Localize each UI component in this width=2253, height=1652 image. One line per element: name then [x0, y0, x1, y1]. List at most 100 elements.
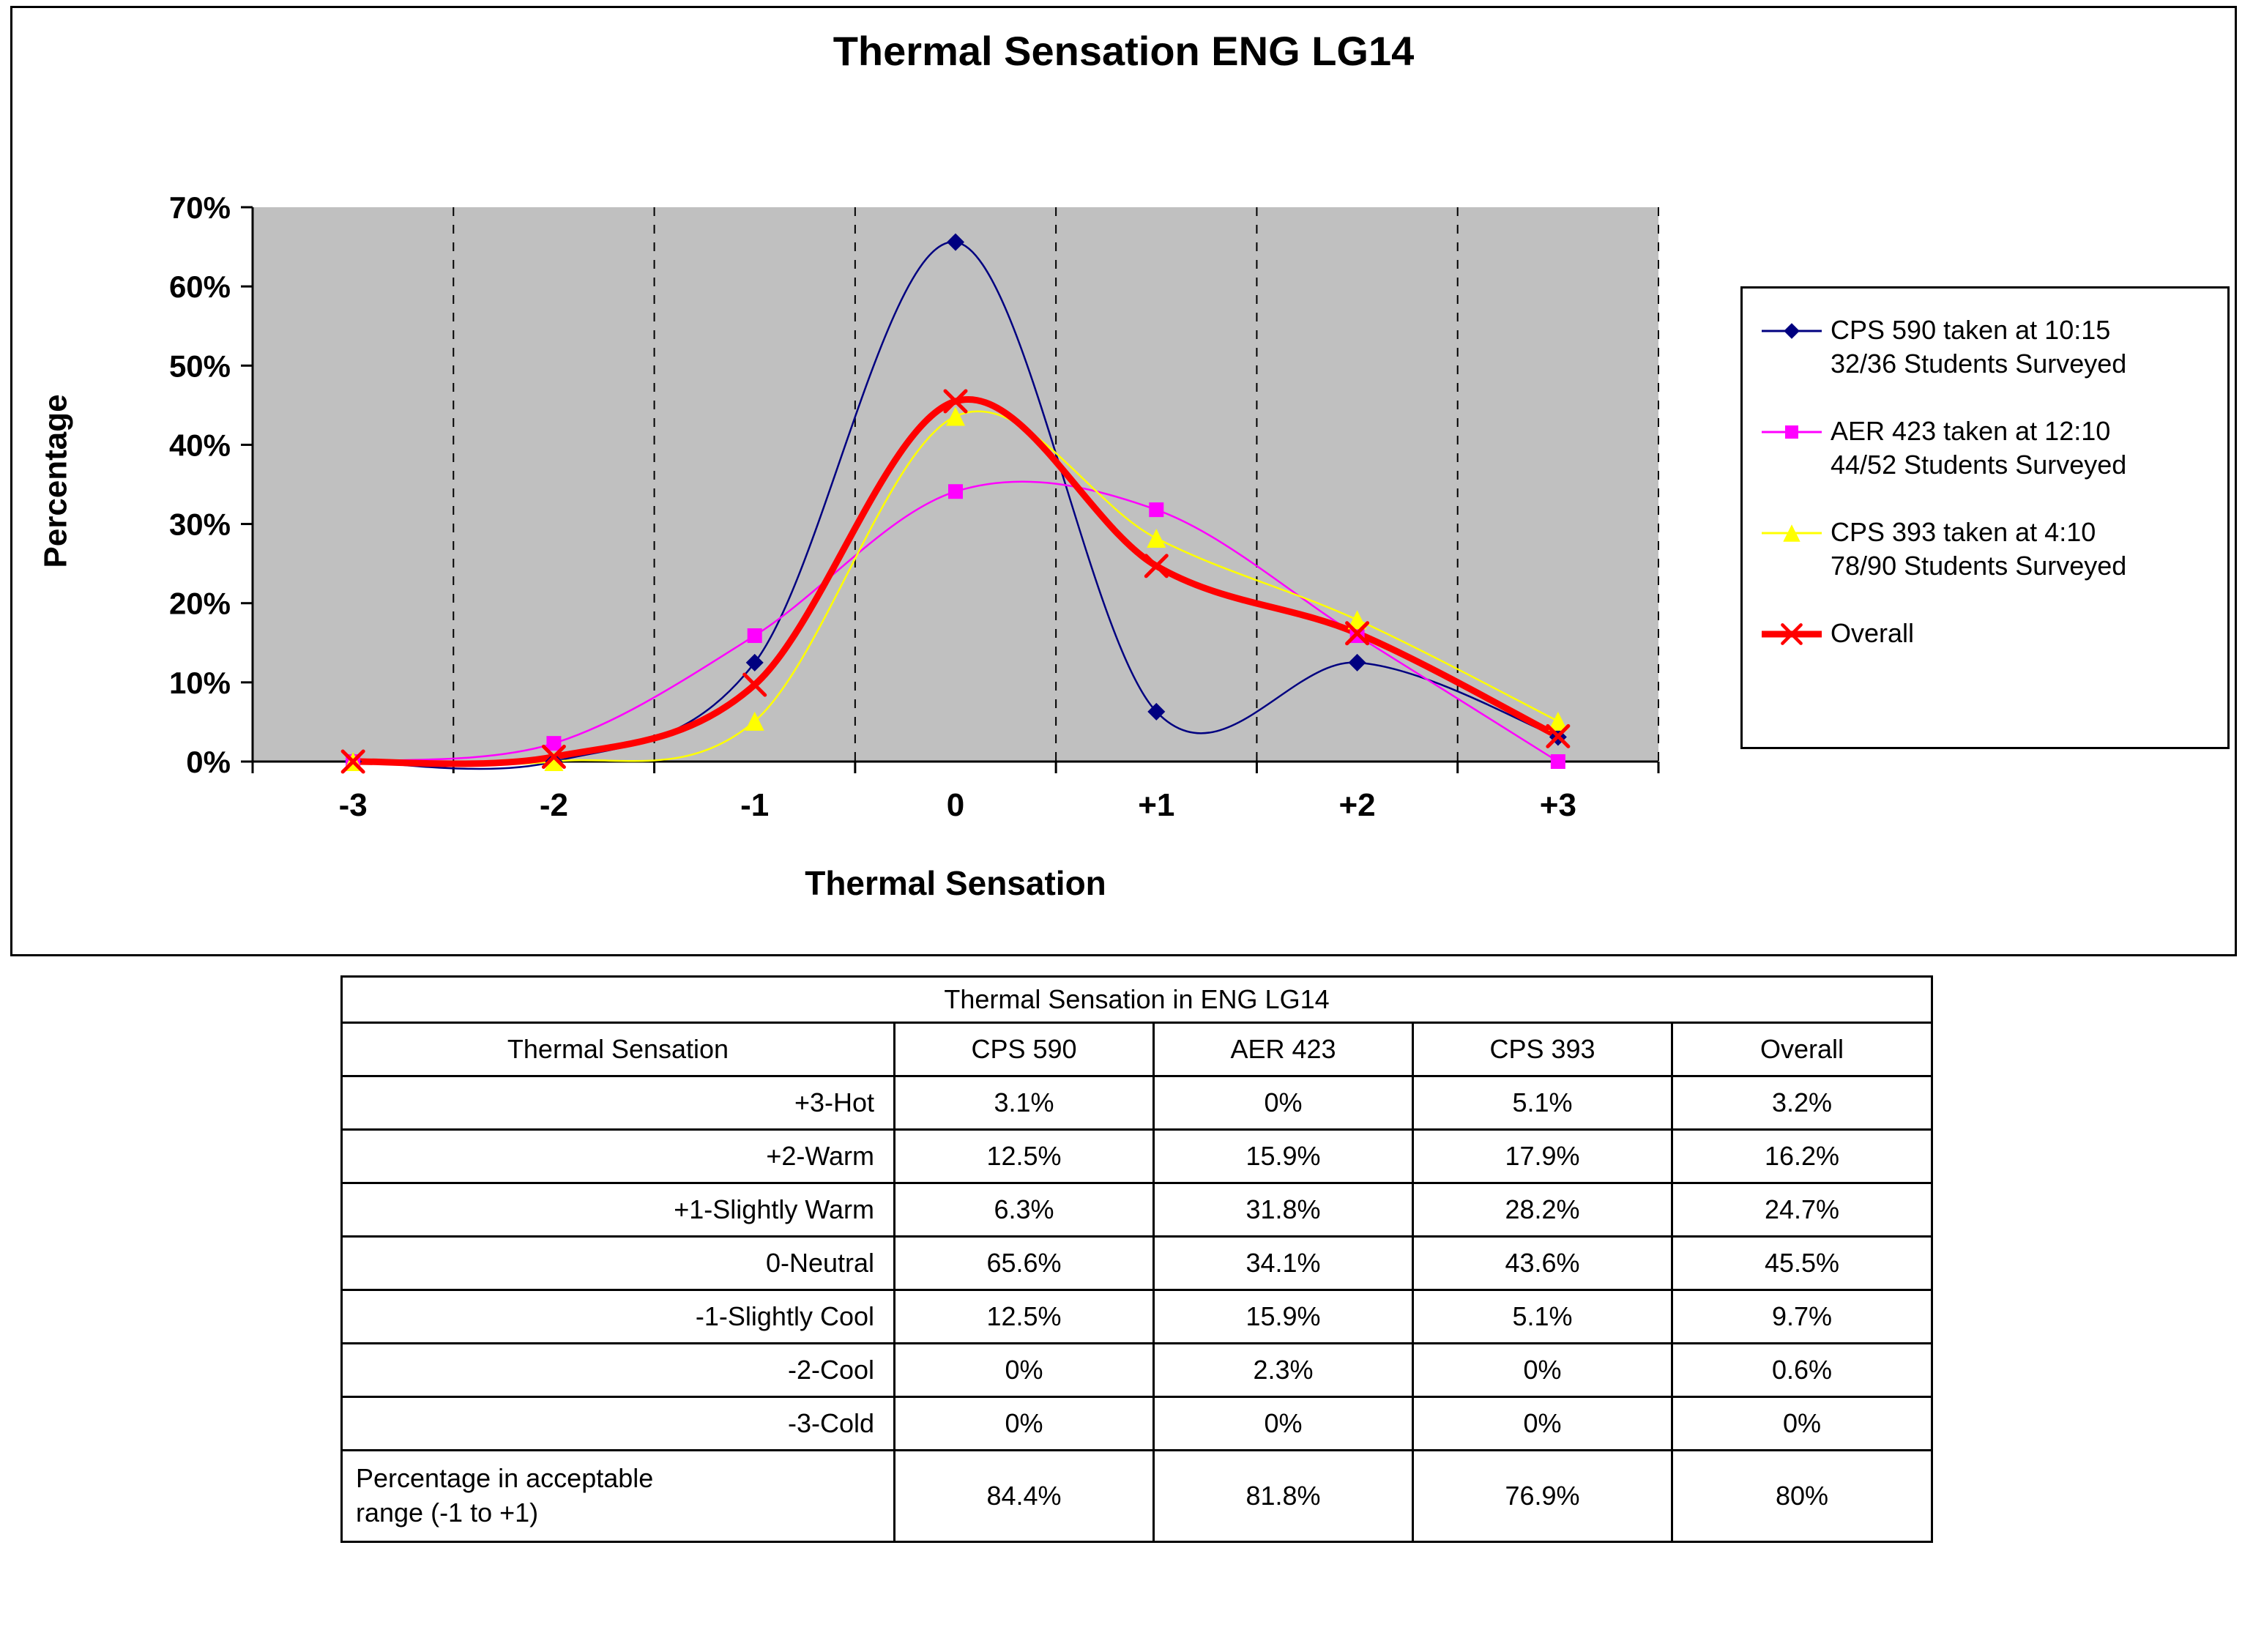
table-cell: 45.5% [1671, 1235, 1933, 1291]
legend-label-line2: 32/36 Students Surveyed [1831, 349, 2127, 379]
table-container: Thermal Sensation in ENG LG14 Thermal Se… [340, 975, 1933, 1543]
svg-text:60%: 60% [169, 269, 231, 304]
svg-text:20%: 20% [169, 587, 231, 621]
column-header-overall: Overall [1671, 1022, 1933, 1077]
table-cell: 80% [1671, 1449, 1933, 1543]
table-row: -2-Cool 0% 2.3% 0% 0.6% [340, 1342, 1933, 1398]
legend-label-cps590: CPS 590 taken at 10:15 32/36 Students Su… [1831, 313, 2126, 381]
svg-text:40%: 40% [169, 428, 231, 462]
table-cell: 43.6% [1412, 1235, 1673, 1291]
svg-text:0: 0 [947, 787, 964, 823]
legend-label-overall: Overall [1831, 617, 1914, 650]
table-cell: 84.4% [893, 1449, 1155, 1543]
table-cell: 6.3% [893, 1182, 1155, 1238]
legend-item-aer423: AER 423 taken at 12:10 44/52 Students Su… [1759, 414, 2214, 482]
table-cell: 76.9% [1412, 1449, 1673, 1543]
svg-text:+3: +3 [1540, 787, 1576, 823]
table-cell: 0% [1412, 1396, 1673, 1451]
svg-text:+2: +2 [1338, 787, 1375, 823]
svg-text:+1: +1 [1138, 787, 1174, 823]
svg-text:10%: 10% [169, 666, 231, 700]
legend-label-line2: 44/52 Students Surveyed [1831, 450, 2127, 480]
column-header-cps393: CPS 393 [1412, 1022, 1673, 1077]
y-axis-title-text: Percentage [38, 394, 75, 568]
table-row: +1-Slightly Warm 6.3% 31.8% 28.2% 24.7% [340, 1182, 1933, 1238]
chart-legend: CPS 590 taken at 10:15 32/36 Students Su… [1740, 286, 2230, 749]
table-row: -3-Cold 0% 0% 0% 0% [340, 1396, 1933, 1451]
legend-item-cps590: CPS 590 taken at 10:15 32/36 Students Su… [1759, 313, 2214, 381]
table-cell: 0% [1671, 1396, 1933, 1451]
y-axis-title: Percentage [33, 8, 80, 954]
table-row: Percentage in acceptable range (-1 to +1… [340, 1449, 1933, 1543]
chart-title: Thermal Sensation ENG LG14 [833, 28, 1415, 74]
table-cell: 0% [1412, 1342, 1673, 1398]
table-cell: 0% [1152, 1396, 1414, 1451]
table-cell: 12.5% [893, 1128, 1155, 1184]
table-cell: 16.2% [1671, 1128, 1933, 1184]
table-cell: 65.6% [893, 1235, 1155, 1291]
legend-label-line2: 78/90 Students Surveyed [1831, 551, 2127, 581]
table-cell: 0.6% [1671, 1342, 1933, 1398]
legend-label-aer423: AER 423 taken at 12:10 44/52 Students Su… [1831, 414, 2126, 482]
table-cell: 5.1% [1412, 1289, 1673, 1344]
table-cell: 5.1% [1412, 1075, 1673, 1131]
legend-item-cps393: CPS 393 taken at 4:10 78/90 Students Sur… [1759, 516, 2214, 583]
table-cell: 15.9% [1152, 1289, 1414, 1344]
table-row: +3-Hot 3.1% 0% 5.1% 3.2% [340, 1075, 1933, 1131]
table-cell: 24.7% [1671, 1182, 1933, 1238]
table-header-row: Thermal Sensation CPS 590 AER 423 CPS 39… [340, 1022, 1933, 1077]
column-header-aer423: AER 423 [1152, 1022, 1414, 1077]
legend-item-overall: Overall [1759, 617, 2214, 650]
x-axis-title: Thermal Sensation [805, 864, 1106, 902]
svg-text:50%: 50% [169, 349, 231, 383]
table-row: 0-Neutral 65.6% 34.1% 43.6% 45.5% [340, 1235, 1933, 1291]
column-header-cps590: CPS 590 [893, 1022, 1155, 1077]
legend-label-line1: AER 423 taken at 12:10 [1831, 416, 2111, 447]
table-cell: 3.2% [1671, 1075, 1933, 1131]
chart-plot: 0% 10% 20% 30% 40% 50% 60% 70% -3 -2 -1 0 +1 +2 +3 [169, 190, 1660, 823]
table-cell: 0% [893, 1396, 1155, 1451]
svg-text:-3: -3 [339, 787, 368, 823]
row-label: -3-Cold [340, 1396, 895, 1451]
svg-text:0%: 0% [186, 745, 231, 779]
row-label: 0-Neutral [340, 1235, 895, 1291]
chart-panel: 0% 10% 20% 30% 40% 50% 60% 70% -3 -2 -1 0 +1 +2 +3 The… [10, 6, 2237, 956]
legend-swatch-aer423-icon [1762, 425, 1822, 439]
thermal-sensation-table: Thermal Sensation in ENG LG14 Thermal Se… [340, 975, 1933, 1543]
table-cell: 81.8% [1152, 1449, 1414, 1543]
table-cell: 2.3% [1152, 1342, 1414, 1398]
row-label: +3-Hot [340, 1075, 895, 1131]
table-cell: 17.9% [1412, 1128, 1673, 1184]
row-label: +2-Warm [340, 1128, 895, 1184]
svg-text:30%: 30% [169, 507, 231, 542]
table-title-row: Thermal Sensation in ENG LG14 [340, 975, 1933, 1024]
legend-label-line1: Overall [1831, 618, 1915, 649]
table-cell: 34.1% [1152, 1235, 1414, 1291]
row-label: +1-Slightly Warm [340, 1182, 895, 1238]
legend-label-cps393: CPS 393 taken at 4:10 78/90 Students Sur… [1831, 516, 2126, 583]
table-cell: 31.8% [1152, 1182, 1414, 1238]
legend-swatch-overall-icon [1762, 623, 1822, 646]
table-cell: 12.5% [893, 1289, 1155, 1344]
table-title: Thermal Sensation in ENG LG14 [340, 975, 1933, 1024]
column-header-thermal-sensation: Thermal Sensation [340, 1022, 895, 1077]
table-cell: 3.1% [893, 1075, 1155, 1131]
table-row: -1-Slightly Cool 12.5% 15.9% 5.1% 9.7% [340, 1289, 1933, 1344]
table-cell: 0% [893, 1342, 1155, 1398]
row-label-text: Percentage in acceptable range (-1 to +1… [356, 1463, 654, 1528]
svg-text:-2: -2 [540, 787, 568, 823]
table-row: +2-Warm 12.5% 15.9% 17.9% 16.2% [340, 1128, 1933, 1184]
table-cell: 0% [1152, 1075, 1414, 1131]
table-cell: 28.2% [1412, 1182, 1673, 1238]
table-cell: 9.7% [1671, 1289, 1933, 1344]
svg-text:70%: 70% [169, 190, 231, 225]
legend-label-line1: CPS 393 taken at 4:10 [1831, 517, 2096, 548]
table-cell: 15.9% [1152, 1128, 1414, 1184]
legend-label-line1: CPS 590 taken at 10:15 [1831, 315, 2111, 345]
row-label: -2-Cool [340, 1342, 895, 1398]
row-label: Percentage in acceptable range (-1 to +1… [340, 1449, 895, 1543]
row-label: -1-Slightly Cool [340, 1289, 895, 1344]
legend-swatch-cps393-icon [1762, 524, 1822, 543]
legend-swatch-cps590-icon [1762, 323, 1822, 339]
